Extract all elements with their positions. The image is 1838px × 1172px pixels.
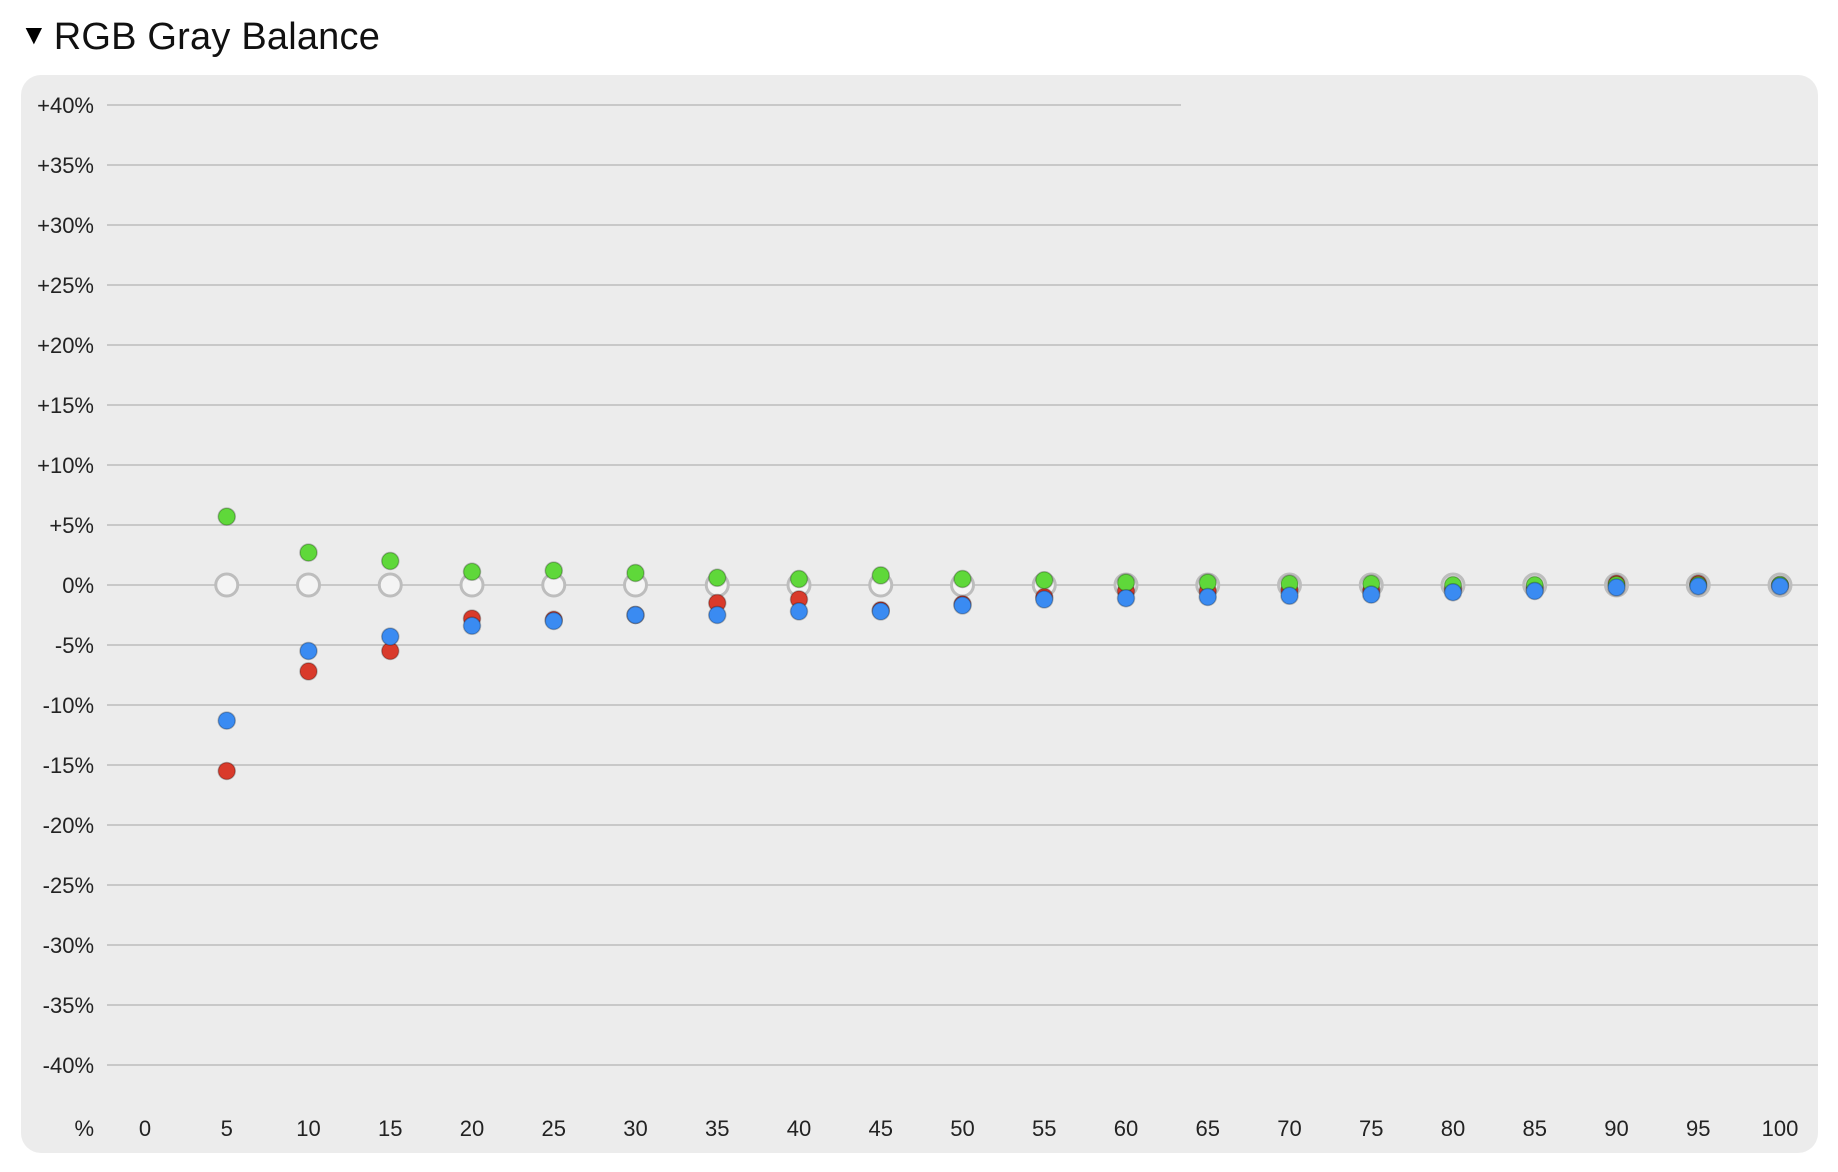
x-tick-label: 0	[139, 1116, 151, 1141]
x-tick-label: 45	[869, 1116, 893, 1141]
gray-balance-chart: +40% +35% +30% +25% +20% +15% +10% +5% 0% -5% -10%…	[37, 93, 1818, 1141]
y-tick-label: -5%	[55, 633, 94, 658]
x-axis-unit-label: %	[74, 1116, 94, 1141]
y-tick-label: -25%	[43, 873, 94, 898]
data-point-series-3	[708, 605, 727, 625]
data-point-series-2	[626, 563, 645, 583]
x-tick-label: 10	[296, 1116, 320, 1141]
data-point-series-3	[1607, 578, 1626, 597]
data-point-series-2	[1035, 570, 1054, 590]
x-tick-label: 85	[1523, 1116, 1547, 1141]
reference-point	[214, 572, 240, 598]
data-point-series-3	[1362, 585, 1381, 604]
y-tick-label: -10%	[43, 693, 94, 718]
reference-point	[377, 572, 403, 598]
y-tick-label: -30%	[43, 933, 94, 958]
x-tick-label: 55	[1032, 1116, 1056, 1141]
x-tick-label: 100	[1762, 1116, 1799, 1141]
reference-point	[296, 572, 321, 598]
chart-panel: +40% +35% +30% +25% +20% +15% +10% +5% 0% -5% -10%…	[21, 75, 1818, 1153]
data-point-series-3	[1198, 587, 1217, 607]
data-point-series-2	[381, 551, 400, 571]
data-point-series-3	[1689, 576, 1708, 596]
x-tick-label: 90	[1604, 1116, 1628, 1141]
x-tick-label: 15	[378, 1116, 402, 1141]
y-tick-label: -20%	[43, 813, 94, 838]
section-header-toggle[interactable]: ▼ RGB Gray Balance	[20, 12, 380, 62]
y-tick-label: -15%	[43, 753, 94, 778]
data-point-series-3	[1443, 582, 1463, 602]
x-tick-label: 70	[1277, 1116, 1301, 1141]
x-tick-label: 80	[1441, 1116, 1465, 1141]
triangle-down-icon: ▼	[20, 19, 48, 50]
x-tick-label: 20	[460, 1116, 484, 1141]
data-point-series-3	[217, 711, 236, 730]
data-point-series-3	[544, 611, 563, 631]
data-point-series-1	[217, 761, 236, 781]
data-point-series-2	[953, 569, 972, 589]
data-point-series-2	[708, 568, 727, 588]
data-point-series-2	[299, 543, 318, 562]
y-tick-label: +15%	[37, 393, 94, 418]
y-tick-label: +35%	[37, 153, 94, 178]
y-tick-label: +5%	[49, 513, 94, 538]
x-tick-label: 60	[1114, 1116, 1138, 1141]
data-point-series-3	[1525, 581, 1544, 601]
data-point-series-2	[871, 566, 890, 585]
x-tick-label: 95	[1686, 1116, 1710, 1141]
y-tick-label: -35%	[43, 993, 94, 1018]
data-point-series-1	[299, 662, 318, 681]
y-tick-label: -40%	[43, 1053, 94, 1078]
data-point-series-3	[1116, 588, 1136, 608]
data-point-series-3	[1035, 590, 1054, 609]
y-tick-label: +25%	[37, 273, 94, 298]
y-tick-label: +40%	[37, 93, 94, 118]
y-tick-label: +30%	[37, 213, 94, 238]
data-point-series-3	[626, 605, 645, 625]
data-point-series-3	[871, 602, 890, 621]
data-point-series-3	[1280, 586, 1299, 606]
y-tick-label: 0%	[62, 573, 94, 598]
data-point-series-2	[544, 561, 563, 580]
x-tick-label: 35	[705, 1116, 729, 1141]
y-tick-label: +10%	[37, 453, 94, 478]
y-tick-label: +20%	[37, 333, 94, 358]
x-tick-label: 75	[1359, 1116, 1383, 1141]
data-point-series-3	[789, 602, 809, 621]
x-tick-label: 40	[787, 1116, 811, 1141]
data-point-series-3	[381, 627, 400, 646]
x-tick-label: 25	[542, 1116, 566, 1141]
x-tick-label: 5	[221, 1116, 233, 1141]
data-point-series-2	[1116, 573, 1136, 592]
data-point-series-2	[217, 507, 236, 526]
section-title: RGB Gray Balance	[53, 15, 381, 58]
data-point-series-3	[1770, 576, 1790, 596]
x-tick-label: 65	[1196, 1116, 1220, 1141]
x-tick-label: 30	[623, 1116, 647, 1141]
data-point-series-3	[953, 596, 972, 615]
data-point-series-2	[789, 569, 809, 589]
data-point-series-2	[462, 562, 482, 582]
data-point-series-3	[299, 641, 318, 661]
data-point-series-3	[462, 616, 482, 636]
x-tick-label: 50	[950, 1116, 974, 1141]
